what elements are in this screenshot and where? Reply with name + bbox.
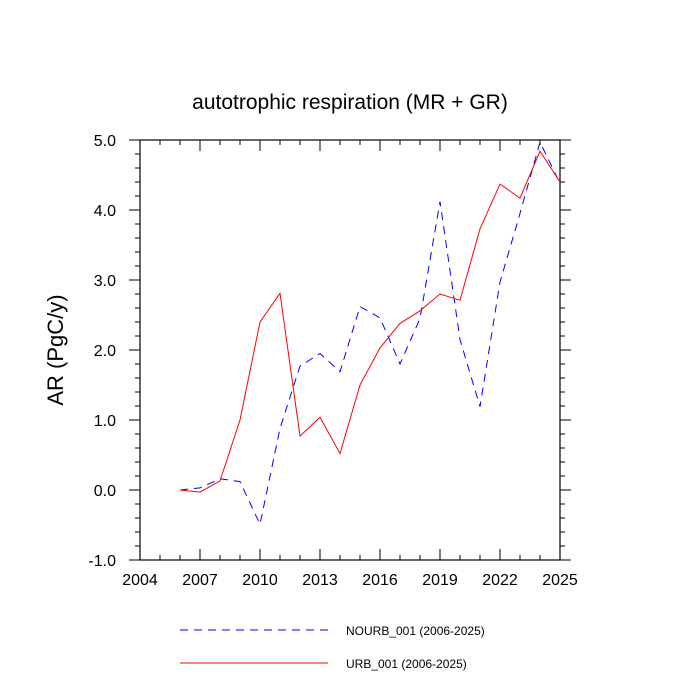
series-lines — [179, 140, 561, 526]
y-tick-label: -1.0 — [88, 553, 116, 570]
legend-label-2: URB_001 (2006-2025) — [346, 657, 467, 671]
series-line-1 — [179, 140, 561, 526]
plot-frame — [139, 139, 561, 561]
y-tick-label: 4.0 — [94, 203, 116, 220]
y-tick-label: 5.0 — [94, 133, 116, 150]
y-tick-label: 2.0 — [94, 343, 116, 360]
x-tick-label: 2013 — [302, 572, 338, 589]
series-line-2 — [179, 150, 561, 493]
x-tick-label: 2025 — [542, 572, 578, 589]
x-tick-label: 2022 — [482, 572, 518, 589]
y-tick-label: 3.0 — [94, 273, 116, 290]
x-tick-label: 2019 — [422, 572, 458, 589]
x-tick-label: 2010 — [242, 572, 278, 589]
axis-ticks: 2004 2007 2010 2013 2016 2019 2022 2025 -1.0 0.0 1… — [88, 133, 577, 589]
y-tick-label: 1.0 — [94, 413, 116, 430]
y-tick-label: 0.0 — [94, 483, 116, 500]
legend-label-1: NOURB_001 (2006-2025) — [346, 624, 485, 638]
y-axis-label: AR (PgC/y) — [43, 294, 68, 405]
legend: NOURB_001 (2006-2025) URB_001 (2006-2025) — [180, 624, 485, 671]
x-tick-label: 2004 — [122, 572, 158, 589]
chart-title: autotrophic respiration (MR + GR) — [192, 91, 508, 114]
x-tick-label: 2007 — [182, 572, 218, 589]
x-tick-label: 2016 — [362, 572, 398, 589]
